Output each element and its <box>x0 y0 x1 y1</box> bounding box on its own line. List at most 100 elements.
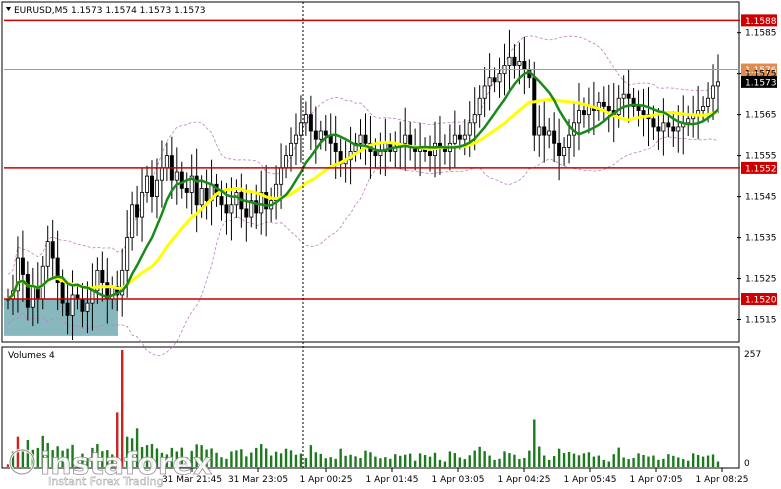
volume-bar <box>309 445 313 467</box>
volume-bar <box>225 458 228 467</box>
volume-bar <box>572 453 576 467</box>
candle-up <box>378 151 383 157</box>
candle-down <box>373 151 378 157</box>
volume-bar <box>205 449 208 467</box>
y-tick-label: 1.1555 <box>745 152 777 162</box>
volume-bar <box>245 456 248 467</box>
level-tag-1 <box>741 63 777 76</box>
volume-bar <box>364 450 367 467</box>
highlight-zone <box>4 299 118 336</box>
candle-down <box>428 151 433 157</box>
volume-bar <box>473 450 476 467</box>
volume-bar <box>423 454 427 467</box>
volume-bar <box>21 449 25 467</box>
volume-bar <box>314 452 318 467</box>
candle-down <box>204 187 209 202</box>
volume-bar <box>493 459 496 467</box>
volume-bar <box>165 454 169 467</box>
volume-bar <box>577 455 581 467</box>
volume-bar <box>304 457 308 467</box>
volume-bar <box>130 438 134 467</box>
candle-up <box>497 73 502 83</box>
volume-bar <box>26 439 30 467</box>
volume-bar <box>294 454 298 467</box>
volume-bar <box>642 454 645 467</box>
candle-up <box>706 97 711 107</box>
volume-bar <box>284 448 288 467</box>
candle-up <box>164 155 169 169</box>
volume-bar <box>135 428 139 467</box>
level-label-0: 1.1588 <box>745 17 777 27</box>
candle-up <box>199 187 204 206</box>
volume-bar <box>488 455 491 467</box>
volume-bar <box>140 447 144 467</box>
candle-down <box>457 134 462 140</box>
volume-bar <box>116 412 119 467</box>
candle-down <box>25 274 30 308</box>
candle-down <box>135 204 140 218</box>
y-tick-label: 1.1535 <box>745 234 777 244</box>
volume-bar <box>255 447 258 467</box>
candle-up <box>576 110 581 124</box>
candle-down <box>333 142 338 152</box>
candle-down <box>244 208 249 218</box>
volume-bar <box>379 458 382 467</box>
x-tick-label: 1 Apr 04:25 <box>498 475 551 485</box>
volume-bar <box>543 455 546 467</box>
volume-bar <box>41 435 44 467</box>
volume-bar <box>428 456 432 467</box>
candle-down <box>651 118 656 128</box>
y-tick-label: 1.1525 <box>745 275 777 285</box>
volume-bar <box>483 451 486 467</box>
volume-bar <box>602 459 606 467</box>
candle-up <box>159 167 164 181</box>
candle-down <box>601 101 606 107</box>
candle-down <box>636 106 641 111</box>
candle-down <box>254 200 259 214</box>
candle-up <box>452 134 457 144</box>
volume-bar <box>349 454 352 467</box>
candle-up <box>85 302 90 312</box>
candle-down <box>581 110 586 116</box>
candle-down <box>219 196 224 206</box>
volume-bar <box>240 449 243 467</box>
volume-bar <box>175 451 179 467</box>
volume-bar <box>36 447 39 467</box>
volume-bar <box>11 451 15 467</box>
volume-bar <box>299 453 303 467</box>
candle-up <box>274 183 279 202</box>
candle-up <box>716 81 721 87</box>
volume-bar <box>667 454 670 467</box>
chart-title: EURUSD,M5 1.1573 1.1574 1.1573 1.1573 <box>14 6 206 16</box>
volume-bar <box>453 453 457 467</box>
x-tick-label: 1 Apr 05:45 <box>564 475 617 485</box>
candle-up <box>467 122 472 136</box>
candle-up <box>303 114 308 124</box>
candle-up <box>596 101 601 111</box>
volume-bar <box>250 452 253 467</box>
volume-bar <box>647 456 650 467</box>
x-tick-label: 1 Apr 03:05 <box>432 475 485 485</box>
candle-up <box>95 269 100 292</box>
bollinger-bands <box>7 35 719 357</box>
volume-bar <box>66 448 69 467</box>
volume-bar <box>260 444 263 467</box>
volume-bar <box>190 450 193 467</box>
support-zone-box <box>4 299 118 336</box>
candle-down <box>363 134 368 144</box>
volume-bar <box>6 464 10 467</box>
candle-up <box>284 155 289 169</box>
volume-bar <box>503 451 506 467</box>
volume-bar <box>552 456 556 467</box>
x-tick-label: 31 Mar 21:45 <box>162 475 222 485</box>
candle-up <box>686 118 691 124</box>
y-tick-label: 1.1585 <box>745 29 777 39</box>
x-tick-label: 31 Mar 23:05 <box>228 475 288 485</box>
volume-bar <box>518 459 521 467</box>
candle-up <box>293 134 298 144</box>
volume-bar <box>200 445 203 467</box>
volume-bar <box>538 446 541 467</box>
candle-down <box>184 187 189 193</box>
moving-averages <box>7 70 719 301</box>
volume-bar <box>339 448 342 467</box>
